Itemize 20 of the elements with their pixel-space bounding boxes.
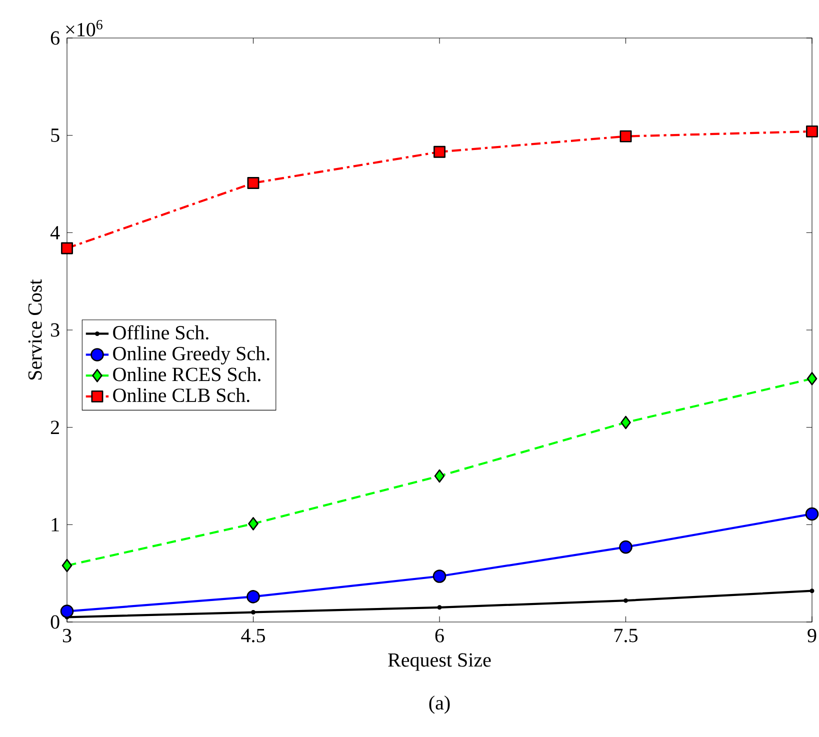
legend-label: Online Greedy Sch. [113, 346, 270, 364]
y-tick-label: 1 [52, 518, 59, 532]
y-axis-title: Service Cost [28, 279, 42, 380]
legend-label: Online CLB Sch. [113, 388, 250, 402]
y-tick-label: 3 [51, 323, 60, 337]
text: ×10$^{6}$ [66, 20, 102, 36]
x-tick-label: 4.5 [241, 628, 265, 642]
x-tick-label: 6 [435, 628, 444, 642]
text: (a) [429, 696, 450, 714]
y-tick-label: 6 [50, 31, 60, 45]
x-tick-label: 3 [62, 628, 72, 642]
x-axis-title: Request Size [388, 653, 491, 671]
x-tick-label: 7.5 [614, 628, 638, 642]
y-tick-label: 5 [51, 128, 60, 142]
y-tick-label: 2 [50, 420, 59, 434]
legend-label: Offline Sch. [113, 325, 208, 340]
y-tick-label: 0 [50, 615, 60, 629]
legend-label: Online RCES Sch. [113, 367, 260, 382]
x-tick-label: 9 [808, 628, 816, 642]
y-tick-label: 4 [50, 226, 60, 240]
